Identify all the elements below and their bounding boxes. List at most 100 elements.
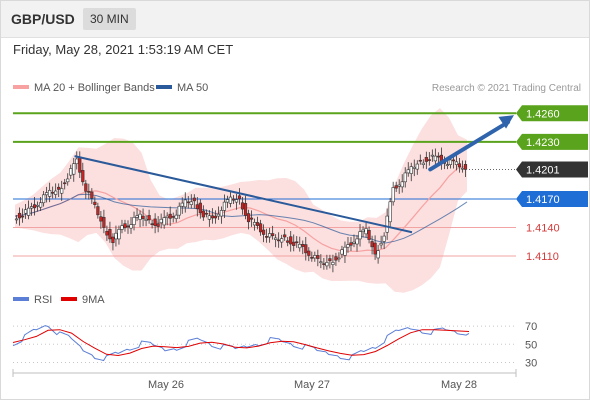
- candle-body: [295, 241, 299, 244]
- bollinger-band-area: [15, 108, 467, 293]
- level-label-text: 1.4170: [526, 194, 560, 206]
- candle-body: [325, 262, 329, 267]
- candle-body: [355, 238, 359, 245]
- candle-body: [457, 163, 462, 168]
- candle-body: [99, 216, 103, 222]
- candle-body: [280, 238, 284, 243]
- candle-body: [268, 233, 272, 238]
- candle-body: [292, 241, 296, 246]
- candle-body: [90, 191, 94, 199]
- candle-body: [445, 164, 450, 166]
- candle-body: [454, 161, 459, 165]
- level-label-resistance: 1.4260: [516, 105, 588, 122]
- candle-body: [391, 187, 395, 203]
- candle-body: [123, 223, 127, 229]
- candle-body: [394, 185, 398, 189]
- candle-body: [240, 202, 245, 210]
- candle-body: [361, 229, 365, 232]
- candle-body: [249, 217, 254, 220]
- legend-label-ma50: MA 50: [177, 82, 208, 94]
- level-label-support: 1.4140: [526, 223, 560, 235]
- x-tick-label: May 27: [294, 379, 330, 391]
- candle-body: [195, 204, 199, 210]
- candle-body: [436, 155, 440, 158]
- candle-body: [307, 250, 311, 256]
- legend-swatch-ma50: [156, 85, 172, 89]
- legend-swatch-rsi-ma: [61, 297, 77, 301]
- candle-body: [138, 213, 142, 220]
- candle-body: [451, 159, 456, 162]
- rsi-line: [12, 325, 470, 362]
- candle-body: [271, 233, 275, 237]
- candle-body: [102, 217, 106, 228]
- trendline: [74, 155, 413, 234]
- candle-body: [328, 258, 332, 262]
- candle-body: [424, 157, 428, 162]
- candle-body: [430, 154, 434, 157]
- level-label-text: 1.4110: [526, 251, 559, 263]
- candle-body: [54, 190, 58, 195]
- level-label-last: 1.4201: [516, 161, 588, 178]
- candle-body: [412, 166, 416, 169]
- candle-body: [255, 222, 260, 226]
- candle-body: [334, 256, 338, 261]
- candle-body: [243, 203, 248, 216]
- candle-body: [382, 235, 386, 242]
- rsi-tick-label: 50: [525, 339, 537, 351]
- candle-body: [174, 214, 178, 219]
- legend-swatch-rsi: [13, 297, 29, 301]
- candle-body: [418, 159, 422, 162]
- candle-body: [117, 229, 121, 240]
- candle-body: [120, 225, 124, 230]
- candle-body: [51, 191, 55, 194]
- candle-body: [364, 228, 368, 235]
- candle-body: [286, 240, 290, 243]
- candle-body: [93, 201, 97, 205]
- candle-body: [57, 186, 61, 190]
- candle-body: [352, 241, 356, 244]
- candle-body: [183, 199, 187, 208]
- credit-label: Research © 2021 Trading Central: [432, 83, 581, 94]
- legend-label-ma20: MA 20 + Bollinger Bands: [34, 82, 155, 94]
- timeframe-button[interactable]: 30 MIN: [83, 8, 136, 30]
- candle-body: [144, 218, 148, 221]
- candle-body: [252, 222, 257, 226]
- candle-body: [165, 215, 169, 218]
- candle-body: [26, 207, 31, 216]
- candle-body: [17, 212, 22, 219]
- candle-body: [322, 263, 326, 265]
- candle-body: [216, 213, 221, 217]
- candle-body: [108, 229, 112, 240]
- forecast-arrow-head: [498, 115, 514, 129]
- candle-body: [20, 215, 25, 218]
- candle-body: [105, 231, 109, 236]
- candle-body: [168, 213, 172, 219]
- trendline: [74, 155, 413, 234]
- rsi-ma-line: [12, 329, 470, 357]
- candle-body: [201, 210, 205, 218]
- candle-body: [141, 215, 145, 219]
- candle-body: [331, 262, 335, 265]
- x-tick-label: May 28: [441, 379, 477, 391]
- legend-swatch-ma20: [13, 85, 29, 89]
- legend-label-rsi-ma: 9MA: [82, 294, 105, 306]
- level-label-text: 1.4260: [526, 108, 560, 120]
- candle-body: [23, 209, 28, 214]
- candle-body: [463, 164, 468, 170]
- candle-body: [45, 192, 49, 196]
- candle-body: [129, 224, 133, 229]
- candle-body: [385, 215, 389, 233]
- candle-body: [96, 206, 100, 216]
- candle-body: [349, 242, 353, 246]
- candle-body: [379, 243, 383, 246]
- candle-body: [32, 204, 37, 209]
- forecast-arrow: [428, 115, 514, 172]
- candle-body: [159, 218, 163, 224]
- rsi-tick-label: 70: [525, 321, 537, 333]
- level-label-text: 1.4140: [526, 223, 560, 235]
- candle-body: [373, 242, 377, 255]
- candle-body: [370, 241, 374, 248]
- candle-body: [228, 196, 233, 204]
- candle-body: [213, 215, 217, 219]
